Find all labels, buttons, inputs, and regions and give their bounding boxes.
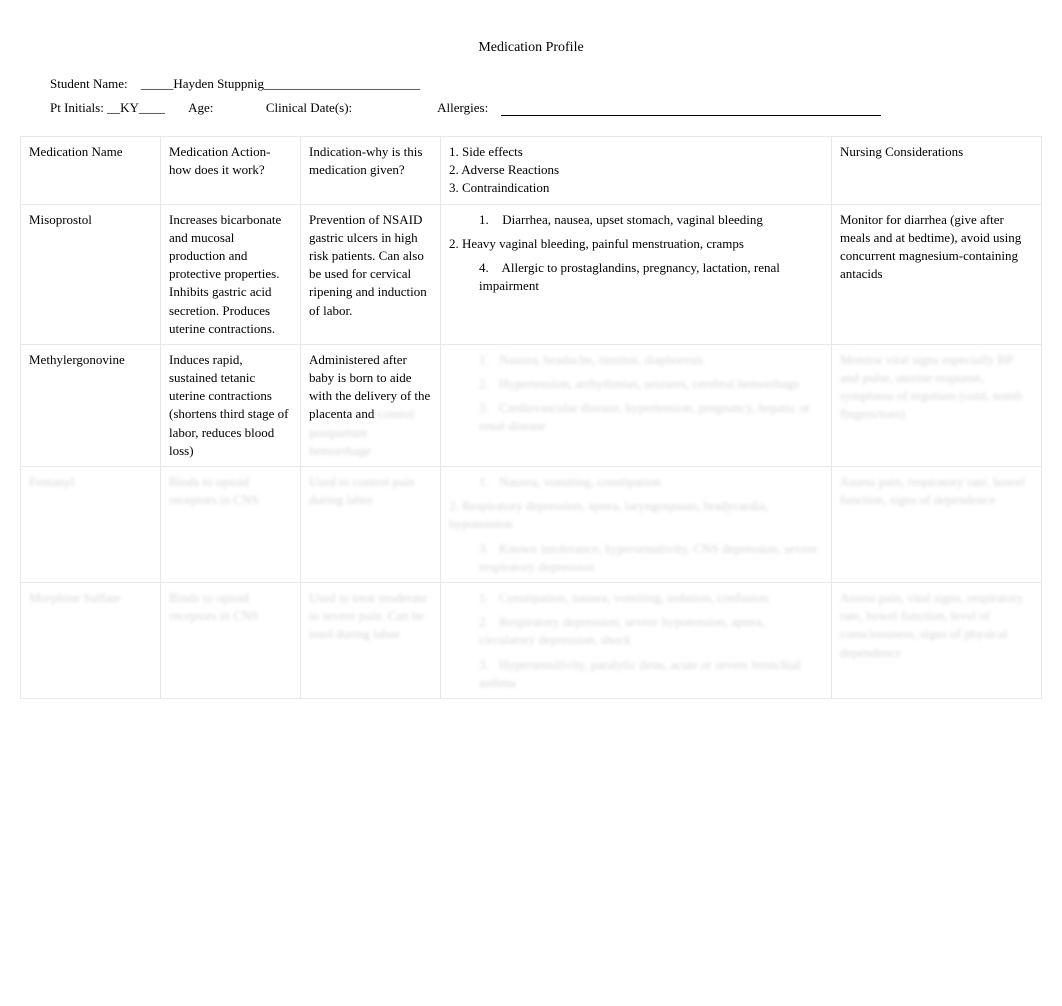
student-name-value: _____Hayden Stuppnig____________________… <box>141 76 420 91</box>
pt-initials-value: __KY____ <box>107 100 165 115</box>
allergies-blank-line <box>501 115 881 116</box>
med-nursing-cell: Assess pain, respiratory rate, bowel fun… <box>832 467 1042 583</box>
medication-table: Medication Name Medication Action- how d… <box>20 136 1042 699</box>
med-action-cell: Increases bicarbonate and mucosal produc… <box>161 204 301 344</box>
age-label: Age: <box>188 100 213 115</box>
med-indication-cell: Administered after baby is born to aide … <box>301 344 441 466</box>
col-header-action: Medication Action- how does it work? <box>161 137 301 205</box>
page-title: Medication Profile <box>20 40 1042 56</box>
table-row: Methylergonovine Induces rapid, sustaine… <box>21 344 1042 466</box>
med-effects-cell: 1.Constipation, nausea, vomiting, sedati… <box>441 582 832 698</box>
med-indication-cell: Used to control pain during labor <box>301 467 441 583</box>
med-name-cell: Misoprostol <box>21 204 161 344</box>
med-name-cell: Morphine Sulfate <box>21 582 161 698</box>
col-header-effects: 1. Side effects 2. Adverse Reactions 3. … <box>441 137 832 205</box>
patient-info-line: Pt Initials: __KY____ Age: Clinical Date… <box>50 100 1042 116</box>
effect-num: 4. <box>479 259 499 277</box>
med-action-cell: Induces rapid, sustained tetanic uterine… <box>161 344 301 466</box>
student-name-line: Student Name: _____Hayden Stuppnig______… <box>50 76 1042 92</box>
med-action-cell: Binds to opioid receptors in CNS <box>161 582 301 698</box>
table-row: Misoprostol Increases bicarbonate and mu… <box>21 204 1042 344</box>
med-effects-cell: 1. Diarrhea, nausea, upset stomach, vagi… <box>441 204 832 344</box>
clinical-date-label: Clinical Date(s): <box>266 100 352 115</box>
table-row: Morphine Sulfate Binds to opioid recepto… <box>21 582 1042 698</box>
col-header-name: Medication Name <box>21 137 161 205</box>
col-header-indication: Indication-why is this medication given? <box>301 137 441 205</box>
effect-text: Allergic to prostaglandins, pregnancy, l… <box>479 260 780 293</box>
allergies-label: Allergies: <box>437 100 488 115</box>
med-action-cell: Binds to opioid receptors in CNS <box>161 467 301 583</box>
effect-text: Diarrhea, nausea, upset stomach, vaginal… <box>502 212 763 227</box>
table-header-row: Medication Name Medication Action- how d… <box>21 137 1042 205</box>
effect-text: 2. Heavy vaginal bleeding, painful menst… <box>449 235 823 253</box>
med-name-cell: Methylergonovine <box>21 344 161 466</box>
col-header-nursing: Nursing Considerations <box>832 137 1042 205</box>
effects-header-1: 1. Side effects <box>449 143 823 161</box>
table-row: Fentanyl Binds to opioid receptors in CN… <box>21 467 1042 583</box>
med-nursing-cell: Assess pain, vital signs, respiratory ra… <box>832 582 1042 698</box>
med-effects-cell: 1.Nausea, vomiting, constipation 2. Resp… <box>441 467 832 583</box>
effect-num: 1. <box>479 211 499 229</box>
med-indication-cell: Used to treat moderate to severe pain. C… <box>301 582 441 698</box>
effects-header-2: 2. Adverse Reactions <box>449 161 823 179</box>
med-effects-cell: 1.Nausea, headache, tinnitus, diaphoresi… <box>441 344 832 466</box>
effects-header-3: 3. Contraindication <box>449 179 823 197</box>
pt-initials-label: Pt Initials: <box>50 100 104 115</box>
med-name-cell: Fentanyl <box>21 467 161 583</box>
student-name-label: Student Name: <box>50 76 128 91</box>
med-nursing-cell: Monitor vital signs especially BP and pu… <box>832 344 1042 466</box>
med-nursing-cell: Monitor for diarrhea (give after meals a… <box>832 204 1042 344</box>
med-indication-cell: Prevention of NSAID gastric ulcers in hi… <box>301 204 441 344</box>
